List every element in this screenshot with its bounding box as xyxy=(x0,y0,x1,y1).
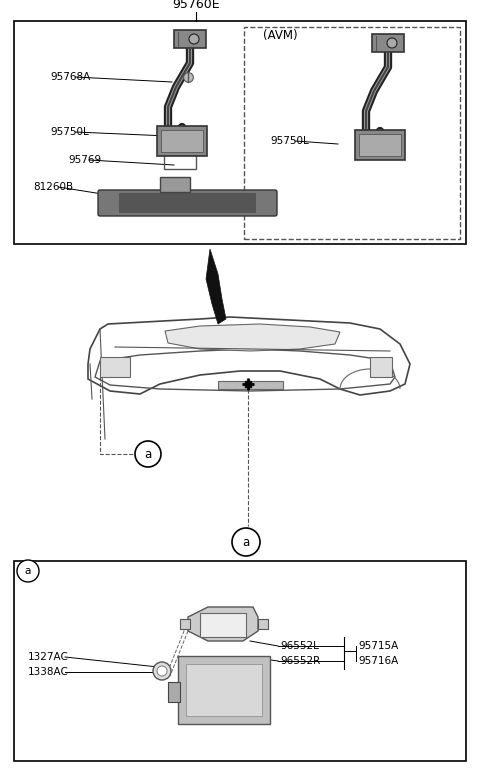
Bar xyxy=(359,134,401,156)
Text: (AVM): (AVM) xyxy=(263,29,298,41)
Polygon shape xyxy=(165,324,340,351)
Text: 95760E: 95760E xyxy=(172,0,220,11)
Bar xyxy=(100,357,130,377)
Text: 1327AC: 1327AC xyxy=(28,652,69,662)
FancyBboxPatch shape xyxy=(98,190,277,216)
Text: 1338AC: 1338AC xyxy=(28,667,69,677)
Bar xyxy=(164,147,196,169)
Text: a: a xyxy=(144,447,152,460)
Bar xyxy=(180,619,190,629)
Text: 95750L: 95750L xyxy=(50,127,89,137)
Text: 81260B: 81260B xyxy=(33,182,73,192)
Circle shape xyxy=(153,662,171,680)
Bar xyxy=(157,126,207,156)
Circle shape xyxy=(232,528,260,556)
Polygon shape xyxy=(206,249,226,324)
Text: 95750L: 95750L xyxy=(270,136,309,146)
Bar xyxy=(160,177,190,192)
Circle shape xyxy=(189,34,199,44)
Circle shape xyxy=(157,666,167,676)
Bar xyxy=(14,21,466,244)
Text: 95769: 95769 xyxy=(68,155,101,165)
Text: 96552R: 96552R xyxy=(280,656,320,666)
Text: a: a xyxy=(242,535,250,548)
Bar xyxy=(200,613,246,637)
Text: a: a xyxy=(25,566,31,576)
Bar xyxy=(355,130,405,160)
Bar xyxy=(370,357,392,377)
Bar xyxy=(218,381,283,389)
Bar xyxy=(186,664,262,716)
Text: 95716A: 95716A xyxy=(358,656,398,666)
Text: 95715A: 95715A xyxy=(358,641,398,651)
Bar xyxy=(161,130,203,152)
Circle shape xyxy=(17,560,39,582)
Bar xyxy=(14,561,466,761)
Bar xyxy=(174,30,206,48)
Circle shape xyxy=(387,38,397,48)
Polygon shape xyxy=(188,607,258,641)
Bar xyxy=(258,619,268,629)
Bar xyxy=(168,682,180,702)
Bar xyxy=(372,34,404,52)
Text: 96552L: 96552L xyxy=(280,641,319,651)
FancyBboxPatch shape xyxy=(178,656,270,724)
FancyBboxPatch shape xyxy=(119,193,256,213)
Bar xyxy=(244,27,460,239)
Text: 95768A: 95768A xyxy=(50,72,90,82)
Circle shape xyxy=(135,441,161,467)
